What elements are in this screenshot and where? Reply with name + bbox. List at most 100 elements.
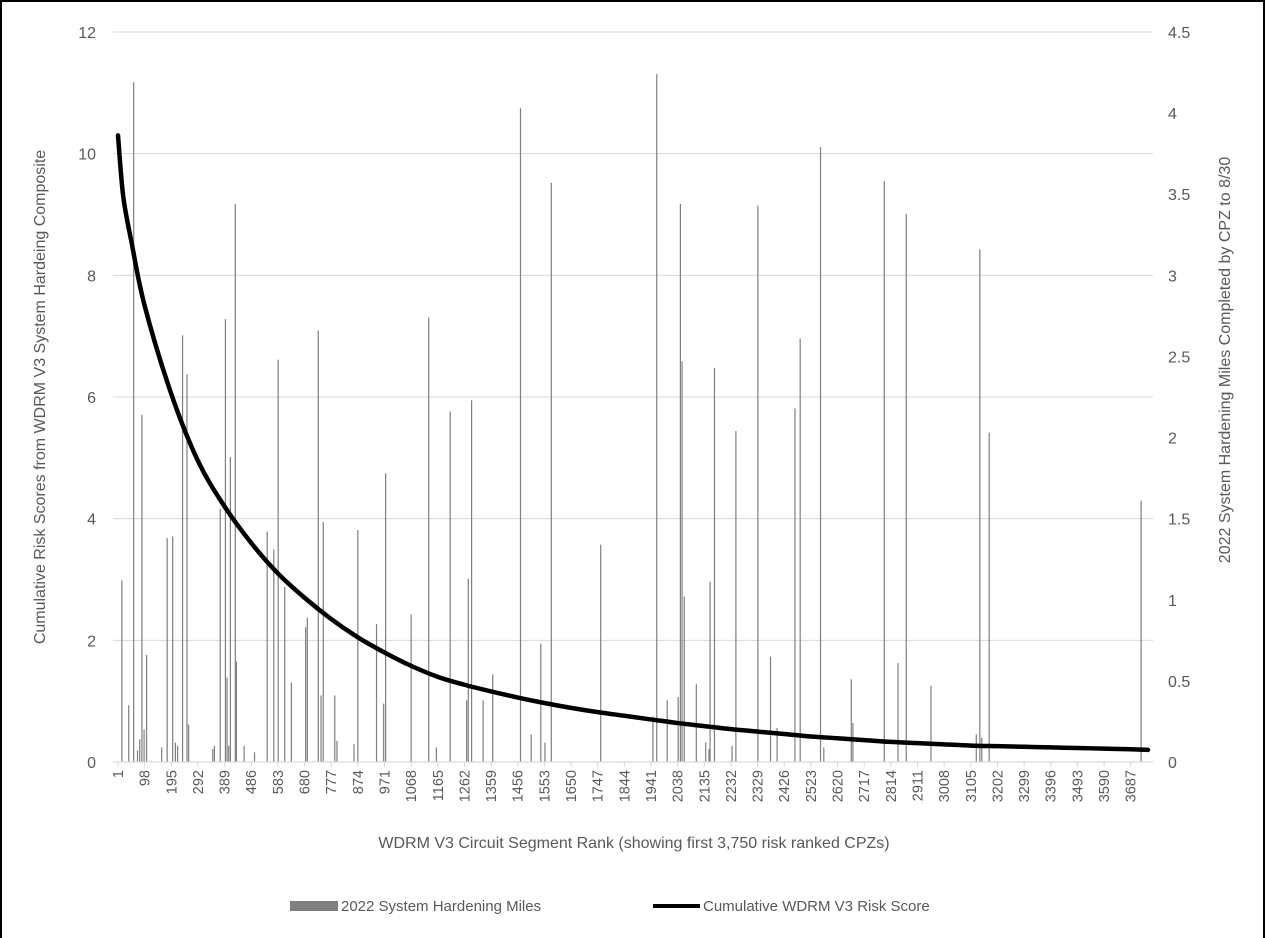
x-tick-label: 1 bbox=[111, 770, 127, 778]
x-tick-label: 3687 bbox=[1124, 770, 1140, 802]
bar bbox=[677, 697, 679, 762]
bar bbox=[666, 700, 668, 762]
bar bbox=[769, 656, 772, 762]
bar bbox=[428, 317, 430, 762]
bar bbox=[181, 335, 184, 762]
bar bbox=[600, 544, 602, 762]
bar bbox=[213, 745, 216, 762]
y-axis-left: 0 2 4 6 8 10 12 bbox=[78, 25, 96, 772]
bar bbox=[708, 749, 710, 762]
bar bbox=[683, 596, 685, 762]
bar bbox=[652, 716, 654, 762]
line-series bbox=[115, 133, 1151, 753]
y-left-tick-label: 2 bbox=[87, 633, 96, 650]
bar bbox=[186, 374, 188, 762]
x-tick-label: 3493 bbox=[1070, 770, 1086, 802]
x-tick-label: 98 bbox=[138, 770, 154, 786]
y-right-tick-label: 2 bbox=[1168, 431, 1177, 448]
bar bbox=[482, 700, 484, 762]
bar bbox=[334, 695, 336, 762]
gridlines bbox=[113, 31, 1153, 641]
x-tick-label: 1553 bbox=[537, 770, 553, 802]
bar bbox=[794, 408, 796, 762]
x-tick-label: 1650 bbox=[564, 770, 580, 802]
bar bbox=[266, 531, 268, 762]
bar bbox=[306, 617, 308, 762]
bar bbox=[375, 624, 378, 762]
bar bbox=[757, 205, 759, 763]
y-right-tick-label: 3.5 bbox=[1168, 187, 1190, 204]
y-right-tick-label: 4.5 bbox=[1168, 25, 1190, 42]
x-tick-label: 1262 bbox=[457, 770, 473, 802]
bar bbox=[243, 745, 245, 762]
x-tick-label: 2814 bbox=[884, 770, 900, 802]
bar bbox=[172, 536, 174, 762]
bar bbox=[852, 723, 854, 762]
x-tick-label: 2329 bbox=[751, 770, 767, 802]
bar bbox=[161, 747, 163, 762]
x-tick-label: 195 bbox=[164, 770, 180, 794]
legend: 2022 System Hardening Miles Cumulative W… bbox=[290, 898, 930, 915]
bar bbox=[981, 737, 983, 762]
bar bbox=[905, 213, 907, 762]
bar bbox=[1140, 500, 1142, 762]
y-axis-left-title: Cumulative Risk Scores from WDRM V3 Syst… bbox=[32, 150, 49, 644]
bar bbox=[121, 580, 123, 762]
bar bbox=[212, 749, 214, 762]
bar bbox=[449, 411, 451, 762]
bar bbox=[979, 249, 981, 762]
bar bbox=[544, 742, 546, 762]
x-tick-label: 2232 bbox=[724, 770, 740, 802]
x-tick-label: 1165 bbox=[431, 770, 447, 801]
y-left-tick-label: 0 bbox=[87, 755, 96, 772]
bar bbox=[384, 473, 387, 762]
x-tick-label: 3008 bbox=[937, 770, 953, 802]
bar bbox=[470, 400, 473, 762]
bar bbox=[492, 674, 494, 762]
bar bbox=[897, 663, 899, 762]
bar bbox=[530, 734, 532, 762]
x-tick-label: 3105 bbox=[964, 770, 980, 802]
bar bbox=[290, 682, 292, 762]
x-tick-label: 292 bbox=[191, 770, 207, 794]
x-tick-label: 1844 bbox=[617, 770, 633, 802]
bar bbox=[705, 742, 707, 762]
bar-series bbox=[121, 74, 1142, 763]
bar bbox=[988, 432, 990, 762]
bar bbox=[139, 739, 141, 762]
x-tick-label: 2717 bbox=[857, 770, 873, 802]
bar bbox=[219, 508, 221, 762]
y-left-tick-label: 12 bbox=[78, 25, 96, 42]
bar bbox=[228, 745, 230, 762]
bar bbox=[229, 457, 231, 762]
x-tick-label: 389 bbox=[218, 770, 234, 794]
bar bbox=[284, 586, 286, 762]
x-tick-label: 3396 bbox=[1044, 770, 1060, 802]
x-tick-label: 3590 bbox=[1097, 770, 1113, 802]
x-tick-label: 2135 bbox=[697, 770, 713, 802]
x-tick-label: 2523 bbox=[804, 770, 820, 802]
bar bbox=[322, 521, 324, 762]
y-left-tick-label: 6 bbox=[87, 390, 96, 407]
y-right-tick-label: 2.5 bbox=[1168, 349, 1190, 366]
bar bbox=[735, 431, 737, 762]
y-left-tick-label: 10 bbox=[78, 147, 96, 164]
bar bbox=[883, 181, 885, 762]
bar bbox=[713, 367, 716, 762]
bar bbox=[799, 338, 801, 762]
bar bbox=[273, 549, 275, 762]
bar bbox=[166, 538, 168, 762]
bar bbox=[145, 654, 148, 762]
bar bbox=[975, 734, 977, 762]
x-tick-label: 3202 bbox=[990, 770, 1006, 802]
bar bbox=[410, 614, 412, 762]
y-right-tick-label: 0 bbox=[1168, 755, 1177, 772]
x-tick-label: 1359 bbox=[484, 770, 500, 802]
x-tick-label: 1941 bbox=[644, 770, 660, 802]
bar bbox=[305, 627, 307, 762]
x-tick-label: 2038 bbox=[671, 770, 687, 802]
y-right-tick-label: 3 bbox=[1168, 268, 1177, 285]
bar bbox=[731, 745, 733, 762]
x-tick-label: 2911 bbox=[910, 770, 926, 801]
